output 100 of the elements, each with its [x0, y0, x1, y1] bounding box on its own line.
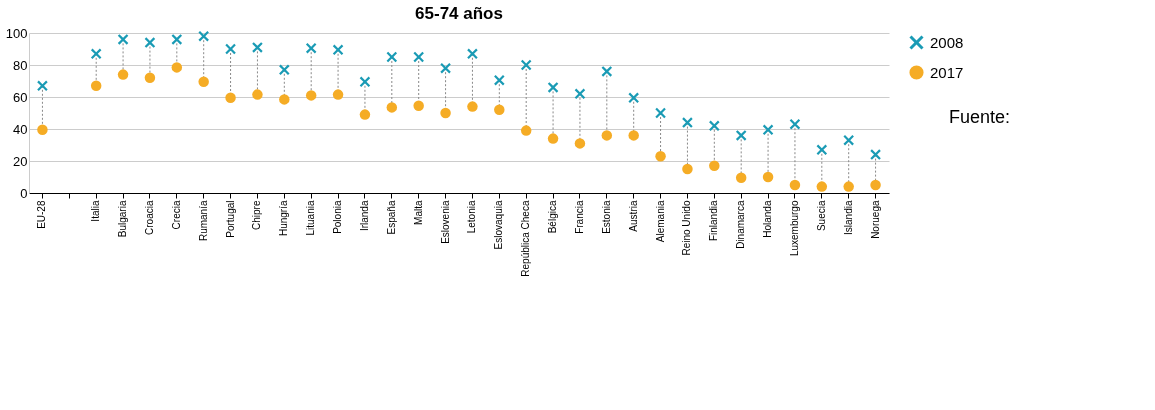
point [574, 138, 586, 149]
point [547, 133, 559, 144]
x-tick-label: Rumanía [197, 200, 209, 242]
y-tick-label: 20 [13, 153, 28, 169]
x-tick-label: Crecia [170, 200, 182, 230]
point [332, 44, 344, 56]
point [279, 64, 290, 76]
point [467, 48, 478, 60]
x-tick-label: Letonia [466, 200, 478, 234]
point [520, 125, 532, 136]
x-tick-label: Malta [412, 200, 424, 225]
point [225, 43, 236, 55]
point [305, 42, 317, 54]
point [413, 51, 424, 63]
point [198, 76, 209, 88]
point [440, 107, 451, 119]
chart-title: 65-74 años [415, 4, 503, 23]
point [144, 72, 156, 84]
y-tick-label: 100 [5, 25, 28, 41]
point [440, 62, 451, 74]
point [709, 120, 720, 132]
legend-label: 2008 [930, 33, 964, 51]
x-tick-label: Eslovaquia [493, 200, 505, 250]
point [117, 34, 129, 45]
point [332, 89, 344, 100]
point [870, 179, 881, 191]
x-tick-label: España [385, 200, 397, 235]
x-tick-label: Noruega [869, 200, 881, 239]
x-tick-label: Irlanda [358, 200, 370, 232]
point [467, 101, 478, 112]
point [520, 59, 532, 71]
point [682, 117, 693, 128]
point [225, 92, 236, 104]
point [171, 62, 183, 73]
point [90, 48, 102, 60]
point [305, 90, 317, 101]
point [843, 134, 854, 146]
point [386, 51, 398, 63]
x-tick-label: Luxemburgo [788, 200, 800, 257]
x-tick-label: Finlandia [708, 200, 720, 242]
point [547, 82, 559, 93]
point [252, 42, 263, 53]
point [171, 34, 183, 45]
point [359, 109, 371, 120]
x-tick-label: Eslovenia [439, 200, 451, 244]
x-tick-label: Portugal [224, 200, 236, 238]
point [494, 104, 505, 116]
point [735, 172, 747, 184]
x-tick-label: Italia [90, 200, 102, 222]
x-tick-label: Dinamarca [735, 200, 747, 249]
point [816, 144, 828, 156]
point [789, 118, 801, 130]
point [144, 37, 156, 48]
x-tick-label: Chipre [251, 200, 263, 230]
x-tick-label: Bélgica [547, 200, 559, 234]
legend-label: 2017 [930, 63, 964, 81]
x-tick-label: Estonia [600, 200, 612, 234]
point [655, 150, 666, 162]
point [413, 100, 424, 112]
x-tick-label: Bulgaria [117, 200, 129, 238]
y-tick-label: 40 [13, 121, 28, 137]
point [279, 94, 290, 105]
y-tick-label: 60 [13, 89, 28, 105]
point [843, 181, 854, 192]
point [709, 160, 720, 172]
x-tick-label: Croacia [143, 200, 155, 235]
x-tick-label: Alemania [654, 200, 666, 243]
point [198, 30, 209, 42]
point [735, 130, 747, 141]
x-tick-label: Austria [627, 200, 639, 232]
x-tick-label: Holanda [762, 200, 774, 238]
point [359, 76, 371, 88]
source-note: Fuente: [949, 107, 1011, 127]
point [816, 181, 828, 192]
point [601, 130, 613, 141]
point [601, 66, 613, 77]
x-tick-label: Islandia [842, 200, 854, 235]
x-tick-label: EU-28 [36, 200, 48, 229]
point [655, 107, 666, 119]
point [789, 179, 801, 191]
point [386, 102, 398, 113]
x-tick-label: Hungría [278, 200, 290, 237]
point [37, 80, 48, 92]
point [494, 74, 505, 86]
x-tick-label: Lituania [305, 200, 317, 236]
x-tick-label: República Checa [520, 200, 532, 277]
x-tick-label: Francia [573, 200, 585, 234]
point [252, 89, 263, 100]
point [682, 163, 693, 175]
point [37, 124, 48, 136]
point [90, 80, 102, 92]
x-tick-label: Reino Unido [681, 200, 693, 256]
x-tick-label: Polonia [332, 200, 344, 234]
point [628, 130, 639, 141]
point [762, 171, 774, 183]
point [762, 124, 774, 136]
point [628, 92, 639, 104]
x-tick-label: Suecia [815, 200, 827, 232]
point [574, 88, 586, 100]
point [117, 69, 129, 80]
